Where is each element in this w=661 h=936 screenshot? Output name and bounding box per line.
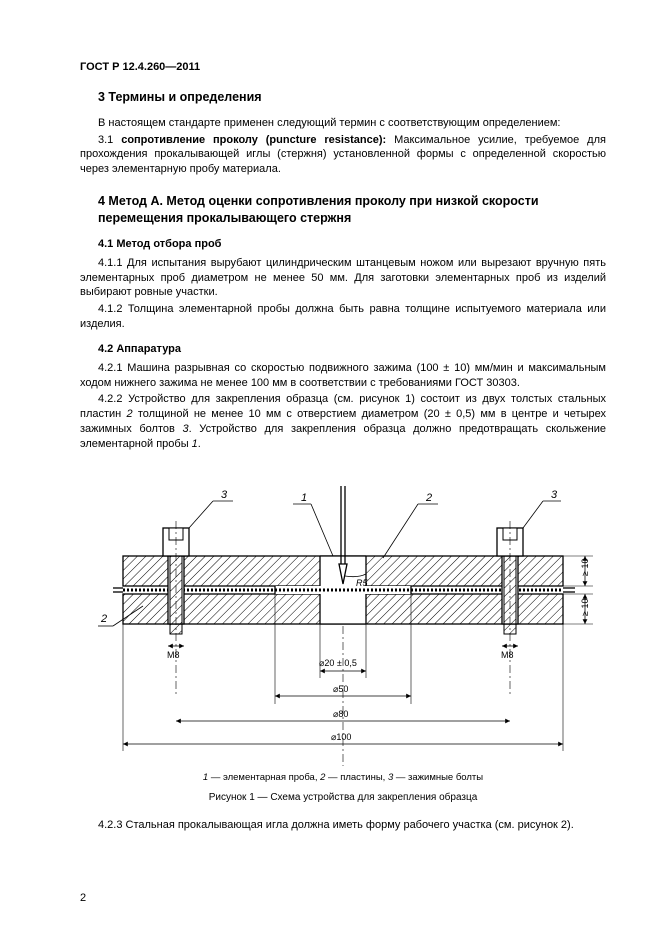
- document-code: ГОСТ Р 12.4.260—2011: [80, 60, 606, 75]
- dim-d100: ⌀100: [331, 732, 351, 742]
- p-4-1-1: 4.1.1 Для испытания вырубают цилиндричес…: [80, 256, 606, 301]
- callout-3l: 3: [221, 489, 228, 501]
- callout-3r: 3: [551, 489, 558, 501]
- callout-2m: 2: [425, 492, 432, 504]
- p-4-2-3: 4.2.3 Стальная прокалывающая игла должна…: [80, 818, 606, 833]
- p-4-2-2: 4.2.2 Устройство для закрепления образца…: [80, 392, 606, 451]
- dim-m8l: M8: [167, 650, 180, 660]
- callout-1: 1: [301, 492, 307, 504]
- dim-ge10-top: ≥ 10: [580, 558, 590, 575]
- section-3-title: 3 Термины и определения: [98, 89, 606, 106]
- figure-caption: Рисунок 1 — Схема устройства для закрепл…: [80, 791, 606, 805]
- section-4-2-title: 4.2 Аппаратура: [98, 342, 606, 357]
- p-4-2-1: 4.2.1 Машина разрывная со скоростью подв…: [80, 361, 606, 391]
- p-4-1-2: 4.1.2 Толщина элементарной пробы должна …: [80, 302, 606, 332]
- section-4-1-title: 4.1 Метод отбора проб: [98, 237, 606, 252]
- section-3-p2: 3.1 сопротивление проколу (puncture resi…: [80, 133, 606, 178]
- label-r5: R5: [356, 578, 368, 588]
- dim-ge10-bot: ≥ 10: [580, 598, 590, 615]
- section-3-p1: В настоящем стандарте применен следующий…: [80, 116, 606, 131]
- dim-d20: ⌀20 ± 0,5: [319, 658, 357, 668]
- figure-legend: 1 — элементарная проба, 2 — пластины, 3 …: [80, 772, 606, 785]
- dim-m8r: M8: [501, 650, 514, 660]
- callout-2l: 2: [100, 613, 107, 625]
- section-4-title: 4 Метод А. Метод оценки сопротивления пр…: [98, 193, 606, 227]
- dim-d80: ⌀80: [333, 709, 348, 719]
- figure-1: R5 3 1 2 3 2: [80, 466, 606, 766]
- needle: [339, 486, 347, 584]
- dim-d50: ⌀50: [333, 684, 348, 694]
- page-number: 2: [80, 891, 86, 906]
- page: ГОСТ Р 12.4.260—2011 3 Термины и определ…: [0, 0, 661, 936]
- figure-1-svg: R5 3 1 2 3 2: [83, 466, 603, 766]
